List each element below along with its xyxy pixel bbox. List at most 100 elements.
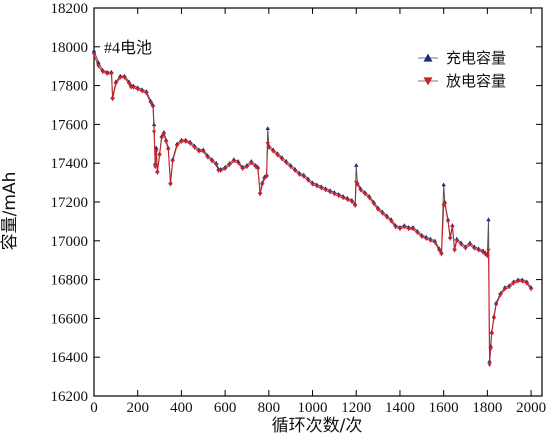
series-1 bbox=[91, 48, 534, 363]
x-tick-label: 1400 bbox=[385, 400, 415, 416]
data-point bbox=[91, 52, 97, 57]
y-tick-label: 16400 bbox=[51, 350, 89, 366]
data-point bbox=[327, 190, 333, 195]
y-tick-label: 17200 bbox=[51, 195, 89, 211]
data-point bbox=[161, 132, 167, 137]
data-point bbox=[345, 198, 350, 203]
data-point bbox=[231, 159, 237, 164]
data-point bbox=[126, 81, 132, 86]
data-point bbox=[168, 182, 173, 187]
data-point bbox=[152, 165, 158, 170]
data-point bbox=[131, 85, 136, 90]
data-point bbox=[314, 184, 320, 189]
data-point bbox=[275, 153, 280, 158]
data-point bbox=[406, 227, 411, 232]
plot-area bbox=[91, 48, 534, 368]
data-point bbox=[486, 217, 491, 222]
data-point bbox=[163, 140, 169, 145]
data-point bbox=[397, 227, 403, 232]
data-point bbox=[441, 182, 446, 187]
x-axis-title: 循环次数/次 bbox=[272, 416, 363, 436]
data-point bbox=[151, 130, 157, 135]
x-tick-label: 200 bbox=[126, 400, 149, 416]
data-point bbox=[244, 165, 250, 170]
data-point bbox=[179, 140, 184, 145]
legend-label: 充电容量 bbox=[446, 49, 506, 67]
data-point bbox=[265, 142, 270, 146]
data-point bbox=[249, 161, 254, 166]
x-tick-label: 1800 bbox=[472, 400, 502, 416]
data-point bbox=[515, 279, 521, 284]
data-point bbox=[419, 235, 425, 240]
data-point bbox=[288, 165, 293, 170]
data-point bbox=[489, 332, 494, 337]
data-point bbox=[284, 161, 289, 166]
data-point bbox=[498, 293, 503, 298]
data-point bbox=[362, 192, 368, 197]
data-point bbox=[410, 227, 416, 232]
data-point bbox=[323, 188, 328, 193]
data-point bbox=[393, 225, 398, 230]
data-point bbox=[491, 316, 497, 321]
axes: 0 200 400 600 800 1000 1200 1400 1600 1800 2000 162… bbox=[51, 1, 547, 416]
data-point bbox=[201, 149, 206, 154]
data-point bbox=[380, 211, 385, 216]
data-point bbox=[467, 242, 473, 247]
data-point bbox=[528, 287, 534, 292]
x-tick-label: 600 bbox=[214, 400, 237, 416]
series-line bbox=[93, 50, 532, 362]
data-point bbox=[257, 192, 263, 197]
data-point bbox=[209, 159, 215, 164]
data-point bbox=[332, 192, 337, 197]
data-point bbox=[340, 196, 346, 201]
data-point bbox=[463, 246, 468, 251]
data-point bbox=[480, 250, 486, 255]
data-point bbox=[183, 140, 188, 145]
data-point bbox=[266, 145, 272, 150]
data-point bbox=[349, 200, 355, 205]
data-point bbox=[482, 252, 488, 257]
x-tick-label: 1600 bbox=[429, 400, 459, 416]
data-point bbox=[96, 64, 101, 69]
data-point bbox=[493, 303, 499, 308]
data-point bbox=[196, 149, 202, 154]
data-point bbox=[319, 186, 324, 191]
data-point bbox=[100, 70, 105, 75]
y-tick-label: 17400 bbox=[51, 156, 89, 172]
data-point bbox=[486, 248, 491, 253]
x-tick-label: 2000 bbox=[516, 400, 546, 416]
data-point bbox=[502, 287, 508, 292]
data-point bbox=[439, 252, 444, 257]
data-point bbox=[336, 194, 341, 199]
data-point bbox=[445, 219, 451, 224]
data-point bbox=[442, 202, 447, 207]
data-point bbox=[485, 254, 490, 259]
data-point bbox=[155, 171, 160, 176]
data-point bbox=[524, 281, 529, 286]
data-point bbox=[265, 126, 270, 131]
data-point bbox=[157, 153, 162, 158]
data-point bbox=[271, 149, 276, 154]
y-tick-label: 17000 bbox=[51, 234, 89, 250]
data-point bbox=[264, 175, 269, 179]
battery-annotation: #4电池 bbox=[104, 39, 152, 57]
data-point bbox=[205, 155, 210, 160]
data-point bbox=[222, 167, 228, 172]
legend-label: 放电容量 bbox=[446, 72, 506, 90]
data-point bbox=[109, 72, 114, 77]
y-tick-label: 17800 bbox=[51, 79, 89, 95]
data-point bbox=[428, 239, 433, 243]
data-point bbox=[255, 167, 261, 172]
data-point bbox=[218, 169, 223, 174]
legend-marker bbox=[423, 53, 433, 62]
data-point bbox=[166, 147, 171, 152]
legend-marker bbox=[423, 77, 433, 86]
data-point bbox=[415, 231, 420, 236]
data-point bbox=[110, 97, 115, 102]
data-point bbox=[262, 176, 267, 181]
x-tick-label: 1200 bbox=[341, 400, 371, 416]
y-tick-label: 16800 bbox=[51, 273, 89, 289]
data-point bbox=[154, 149, 159, 154]
